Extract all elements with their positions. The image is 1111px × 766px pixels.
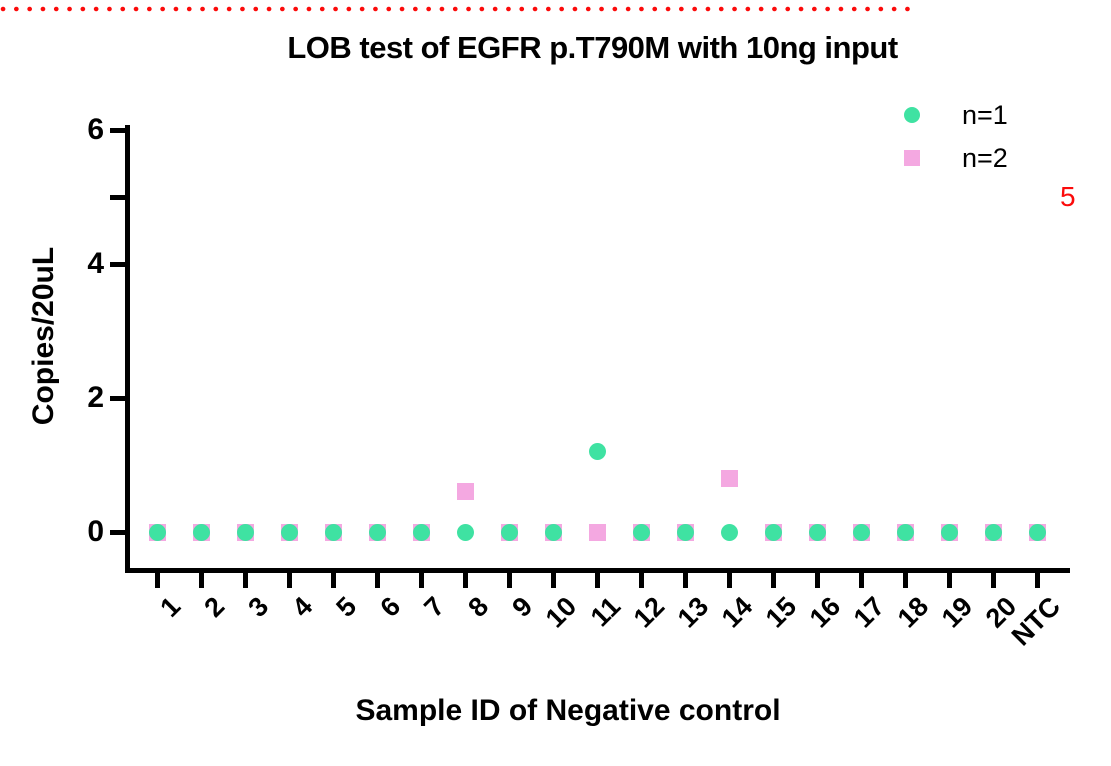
data-point-n1-12 — [632, 523, 650, 541]
data-point-n1-6 — [368, 523, 386, 541]
x-tick-mark — [286, 573, 292, 588]
data-point-n1-7 — [412, 523, 430, 541]
x-tick-mark — [594, 573, 600, 588]
x-tick-mark — [770, 573, 776, 588]
data-point-n1-9 — [500, 523, 518, 541]
y-tick-label: 4 — [87, 247, 104, 280]
reference-line — [0, 0, 922, 12]
data-point-n1-1 — [148, 523, 166, 541]
data-point-n1-14 — [720, 523, 738, 541]
x-tick-mark — [154, 573, 160, 588]
x-tick-mark — [242, 573, 248, 588]
x-tick-mark — [198, 573, 204, 588]
legend-label-n1: n=1 — [962, 100, 1008, 130]
x-tick-mark — [550, 573, 556, 588]
data-point-n1-NTC — [1028, 523, 1046, 541]
x-tick-mark — [726, 573, 732, 588]
y-tick-mark — [110, 529, 125, 535]
y-tick-label: 6 — [87, 113, 104, 146]
y-tick-mark — [110, 127, 125, 133]
x-tick-mark — [858, 573, 864, 588]
x-tick-mark — [506, 573, 512, 588]
data-point-n2-11 — [588, 523, 606, 541]
legend-marker-square-icon — [904, 150, 920, 166]
y-axis-spine — [125, 125, 130, 573]
data-point-n1-3 — [236, 523, 254, 541]
legend-marker-circle-icon — [904, 107, 920, 123]
x-tick-mark — [682, 573, 688, 588]
data-point-n1-4 — [280, 523, 298, 541]
x-tick-mark — [462, 573, 468, 588]
x-tick-mark — [990, 573, 996, 588]
x-tick-mark — [1034, 573, 1040, 588]
data-point-n1-18 — [896, 523, 914, 541]
data-point-n1-20 — [984, 523, 1002, 541]
y-tick-label: 2 — [87, 381, 104, 414]
x-tick-mark — [814, 573, 820, 588]
data-point-n1-19 — [940, 523, 958, 541]
data-point-n1-8 — [456, 523, 474, 541]
x-tick-mark — [946, 573, 952, 588]
y-tick-mark — [110, 395, 125, 401]
reference-line-label: 5 — [1060, 181, 1076, 212]
data-point-n2-14 — [720, 469, 738, 487]
x-tick-mark — [902, 573, 908, 588]
plot-area: 0 2 4 6 1 2 3 4 5 6 7 8 9 10 11 12 13 14 15 16 17 18 19 20 NTC 5 — [0, 0, 1111, 651]
chart-title: LOB test of EGFR p.T790M with 10ng input — [287, 30, 898, 65]
x-tick-mark — [418, 573, 424, 588]
data-point-n1-15 — [764, 523, 782, 541]
y-tick-mark — [110, 194, 125, 200]
y-tick-mark — [110, 261, 125, 267]
data-point-n1-13 — [676, 523, 694, 541]
x-axis-title: Sample ID of Negative control — [355, 694, 781, 727]
data-point-n1-10 — [544, 523, 562, 541]
data-point-n1-5 — [324, 523, 342, 541]
y-axis-title: Copies/20uL — [27, 246, 60, 426]
data-point-n1-17 — [852, 523, 870, 541]
x-axis-spine — [125, 568, 1070, 573]
data-point-n1-2 — [192, 523, 210, 541]
x-tick-mark — [330, 573, 336, 588]
data-point-n1-11 — [588, 443, 606, 461]
data-point-n1-16 — [808, 523, 826, 541]
x-tick-mark — [638, 573, 644, 588]
y-tick-label: 0 — [87, 515, 104, 548]
legend-label-n2: n=2 — [962, 143, 1008, 173]
data-point-n2-8 — [456, 483, 474, 501]
x-tick-mark — [374, 573, 380, 588]
